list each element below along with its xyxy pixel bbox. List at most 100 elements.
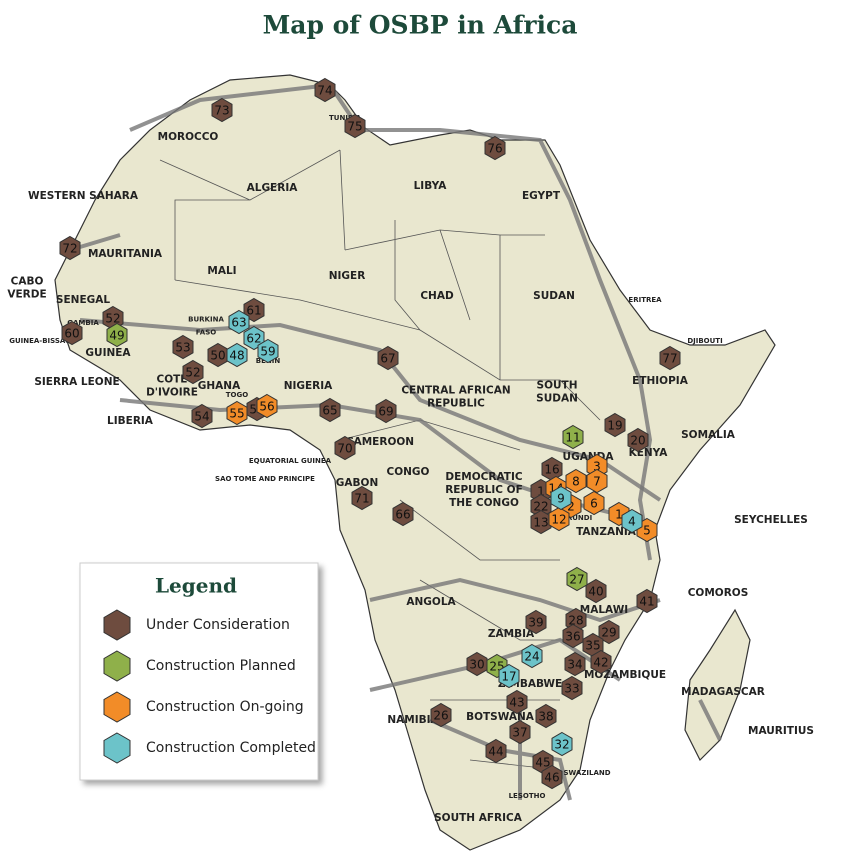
marker <box>509 719 531 745</box>
marker-label: 42 <box>593 656 608 670</box>
country-label: GUINEA <box>85 347 131 359</box>
marker <box>172 334 194 360</box>
marker <box>598 619 620 645</box>
marker-label: 56 <box>259 400 274 414</box>
country-label: BURKINA <box>188 316 224 324</box>
country-label: MAURITIUS <box>748 725 814 737</box>
marker-label: 52 <box>105 312 120 326</box>
country-label: GABON <box>336 477 378 489</box>
marker-label: 76 <box>487 142 502 156</box>
marker <box>211 97 233 123</box>
marker-label: 63 <box>231 316 246 330</box>
marker-label: 16 <box>544 463 559 477</box>
marker <box>590 649 612 675</box>
marker <box>351 485 373 511</box>
country-label: ERITREA <box>628 296 662 304</box>
marker-label: 4 <box>628 515 636 529</box>
marker <box>551 731 573 757</box>
marker <box>566 566 588 592</box>
country-label: NIGERIA <box>284 380 333 392</box>
marker <box>182 359 204 385</box>
marker-label: 72 <box>62 242 77 256</box>
marker <box>243 325 265 351</box>
marker-label: 28 <box>568 614 583 628</box>
marker <box>226 400 248 426</box>
legend-swatch <box>103 732 131 764</box>
marker-label: 3 <box>593 460 601 474</box>
country-label: SIERRA LEONE <box>34 376 119 388</box>
legend-title: Legend <box>155 574 237 598</box>
marker <box>621 508 643 534</box>
legend-swatch <box>103 609 131 641</box>
country-label: SWAZILAND <box>563 769 610 777</box>
country-label: CABO <box>11 276 44 288</box>
marker-label: 59 <box>260 345 275 359</box>
marker <box>314 77 336 103</box>
marker <box>226 342 248 368</box>
marker <box>485 738 507 764</box>
country-label: ETHIOPIA <box>632 375 689 387</box>
marker-label: 46 <box>544 771 559 785</box>
country-label: ZAMBIA <box>488 628 535 640</box>
marker <box>548 506 570 532</box>
marker <box>525 609 547 635</box>
country-label: D'IVOIRE <box>146 387 198 399</box>
marker-label: 19 <box>607 419 622 433</box>
marker-label: 70 <box>337 442 352 456</box>
marker-label: 34 <box>567 658 582 672</box>
marker-label: 53 <box>175 341 190 355</box>
marker <box>550 485 572 511</box>
country-label: VERDE <box>7 289 46 301</box>
marker <box>506 689 528 715</box>
marker <box>344 113 366 139</box>
marker-label: 27 <box>569 573 584 587</box>
marker-label: 61 <box>246 304 261 318</box>
country-label: GUINEA-BISSAU <box>9 337 71 345</box>
marker <box>319 397 341 423</box>
marker-label: 1 <box>537 485 545 499</box>
marker-label: 71 <box>354 492 369 506</box>
country-label: BOTSWANA <box>466 711 535 723</box>
country-label: CENTRAL AFRICAN <box>401 385 510 397</box>
marker-label: 38 <box>538 710 553 724</box>
marker-label: 43 <box>509 696 524 710</box>
marker <box>106 322 128 348</box>
marker <box>561 675 583 701</box>
country-label: REPUBLIC <box>427 398 485 410</box>
marker <box>562 623 584 649</box>
marker-label: 60 <box>64 327 79 341</box>
marker <box>541 764 563 790</box>
country-label: NIGER <box>329 270 366 282</box>
legend-label: Construction Planned <box>146 658 296 674</box>
country-label: SAO TOME AND PRINCIPE <box>215 475 315 483</box>
marker <box>604 412 626 438</box>
country-label: TUNISIA <box>329 114 362 122</box>
country-label: MALAWI <box>580 604 628 616</box>
legend: Legend Under Consideration Construction P… <box>79 562 319 781</box>
marker-label: 45 <box>535 756 550 770</box>
marker-label: 6 <box>590 497 598 511</box>
country-label: LIBERIA <box>107 415 154 427</box>
marker-label: 62 <box>246 332 261 346</box>
country-label: SOUTH AFRICA <box>434 812 523 824</box>
country-label: LIBYA <box>414 180 448 192</box>
marker <box>375 398 397 424</box>
country-label: TANZANIA <box>576 526 637 538</box>
map-title: Map of OSBP in Africa <box>263 11 578 40</box>
country-label: THE CONGO <box>449 497 519 509</box>
marker <box>392 501 414 527</box>
marker <box>564 651 586 677</box>
marker-label: 66 <box>395 508 410 522</box>
legend-swatch <box>103 650 131 682</box>
country-label: NAMIBIA <box>387 714 439 726</box>
marker <box>627 427 649 453</box>
marker-label: 49 <box>109 329 124 343</box>
marker <box>484 135 506 161</box>
marker <box>498 663 520 689</box>
marker-label: 54 <box>194 410 209 424</box>
marker <box>636 588 658 614</box>
marker-label: 22 <box>533 500 548 514</box>
marker <box>659 345 681 371</box>
